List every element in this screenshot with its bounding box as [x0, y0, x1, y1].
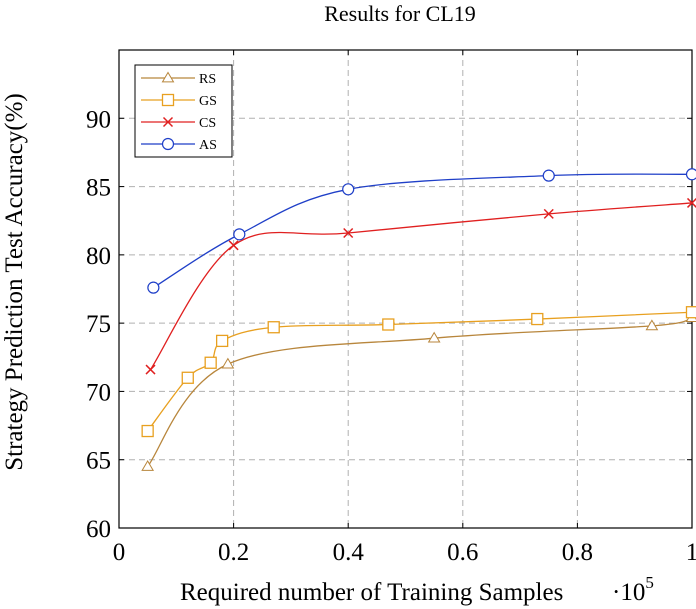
- legend-label-cs: CS: [199, 116, 216, 131]
- data-point-gs: [141, 424, 154, 438]
- axes: [118, 49, 693, 529]
- legend-item-rs: RS: [141, 71, 216, 87]
- data-point-gs: [181, 371, 194, 384]
- y-tick-label: 65: [86, 448, 111, 475]
- data-point-gs: [382, 318, 395, 331]
- ticks: 0 0.2 0.4 0.6 0.8 1 60 65 70 75 80 85 90: [86, 50, 696, 566]
- data-point-cs: [343, 227, 354, 239]
- y-tick-label: 60: [86, 516, 111, 543]
- data-point-gs: [267, 321, 280, 334]
- data-point-as: [342, 183, 355, 196]
- data-point-cs: [145, 364, 156, 375]
- series-line-rs: [147, 317, 693, 467]
- series-line-as: [153, 173, 693, 289]
- y-tick-label: 80: [86, 243, 111, 270]
- data-point-gs: [685, 306, 696, 319]
- y-tick-label: 70: [86, 379, 111, 406]
- x-tick-label: 0.2: [218, 539, 249, 566]
- x-multiplier-base: ·10: [612, 579, 645, 606]
- legend-marker-cs: [162, 116, 174, 128]
- x-tick-label: 0.6: [447, 539, 478, 566]
- data-point-rs: [141, 460, 155, 471]
- y-tick-label: 90: [86, 106, 111, 133]
- legend-box: [134, 64, 233, 158]
- data-point-cs: [543, 208, 554, 219]
- chart-title: Results for CL19: [324, 1, 476, 26]
- x-tick-label: 0.4: [333, 539, 365, 566]
- data-point-as: [147, 281, 160, 294]
- data-point-as: [542, 169, 555, 182]
- x-tick-label: 0.8: [562, 539, 593, 566]
- series-cs: [145, 197, 696, 375]
- data-point-rs: [221, 357, 235, 369]
- data-point-as: [685, 168, 696, 181]
- y-tick-label: 85: [86, 175, 111, 202]
- y-tick-label: 75: [86, 311, 111, 338]
- data-point-as: [233, 228, 246, 241]
- data-point-rs: [427, 331, 441, 343]
- plot-frame: [118, 49, 693, 529]
- legend-item-gs: GS: [141, 93, 217, 109]
- legend: RS GS CS AS: [134, 64, 233, 158]
- legend-item-as: AS: [141, 137, 217, 153]
- legend-label-rs: RS: [199, 72, 216, 87]
- y-axis-label: Strategy Prediction Test Accuracy(%): [1, 93, 28, 471]
- series-line-gs: [147, 311, 693, 432]
- x-axis-multiplier: ·105: [612, 573, 654, 606]
- legend-label-gs: GS: [199, 94, 217, 109]
- data-point-gs: [215, 334, 229, 348]
- series-as: [147, 168, 696, 294]
- x-multiplier-exponent: 5: [645, 573, 654, 592]
- legend-label-as: AS: [199, 138, 217, 153]
- data-point-cs: [228, 240, 239, 251]
- data-point-gs: [204, 356, 217, 369]
- x-tick-label: 1: [686, 539, 696, 566]
- series-line-cs: [149, 202, 693, 370]
- x-axis-label: Required number of Training Samples: [180, 579, 563, 606]
- legend-marker-as: [161, 137, 175, 151]
- data-point-rs: [645, 319, 659, 331]
- data-point-cs: [686, 197, 696, 208]
- legend-item-cs: CS: [141, 116, 216, 131]
- legend-marker-rs: [161, 71, 175, 83]
- series-group: [141, 168, 696, 471]
- x-tick-label: 0: [113, 539, 126, 566]
- legend-marker-gs: [161, 93, 175, 107]
- data-point-gs: [531, 312, 544, 326]
- series-gs: [141, 306, 696, 438]
